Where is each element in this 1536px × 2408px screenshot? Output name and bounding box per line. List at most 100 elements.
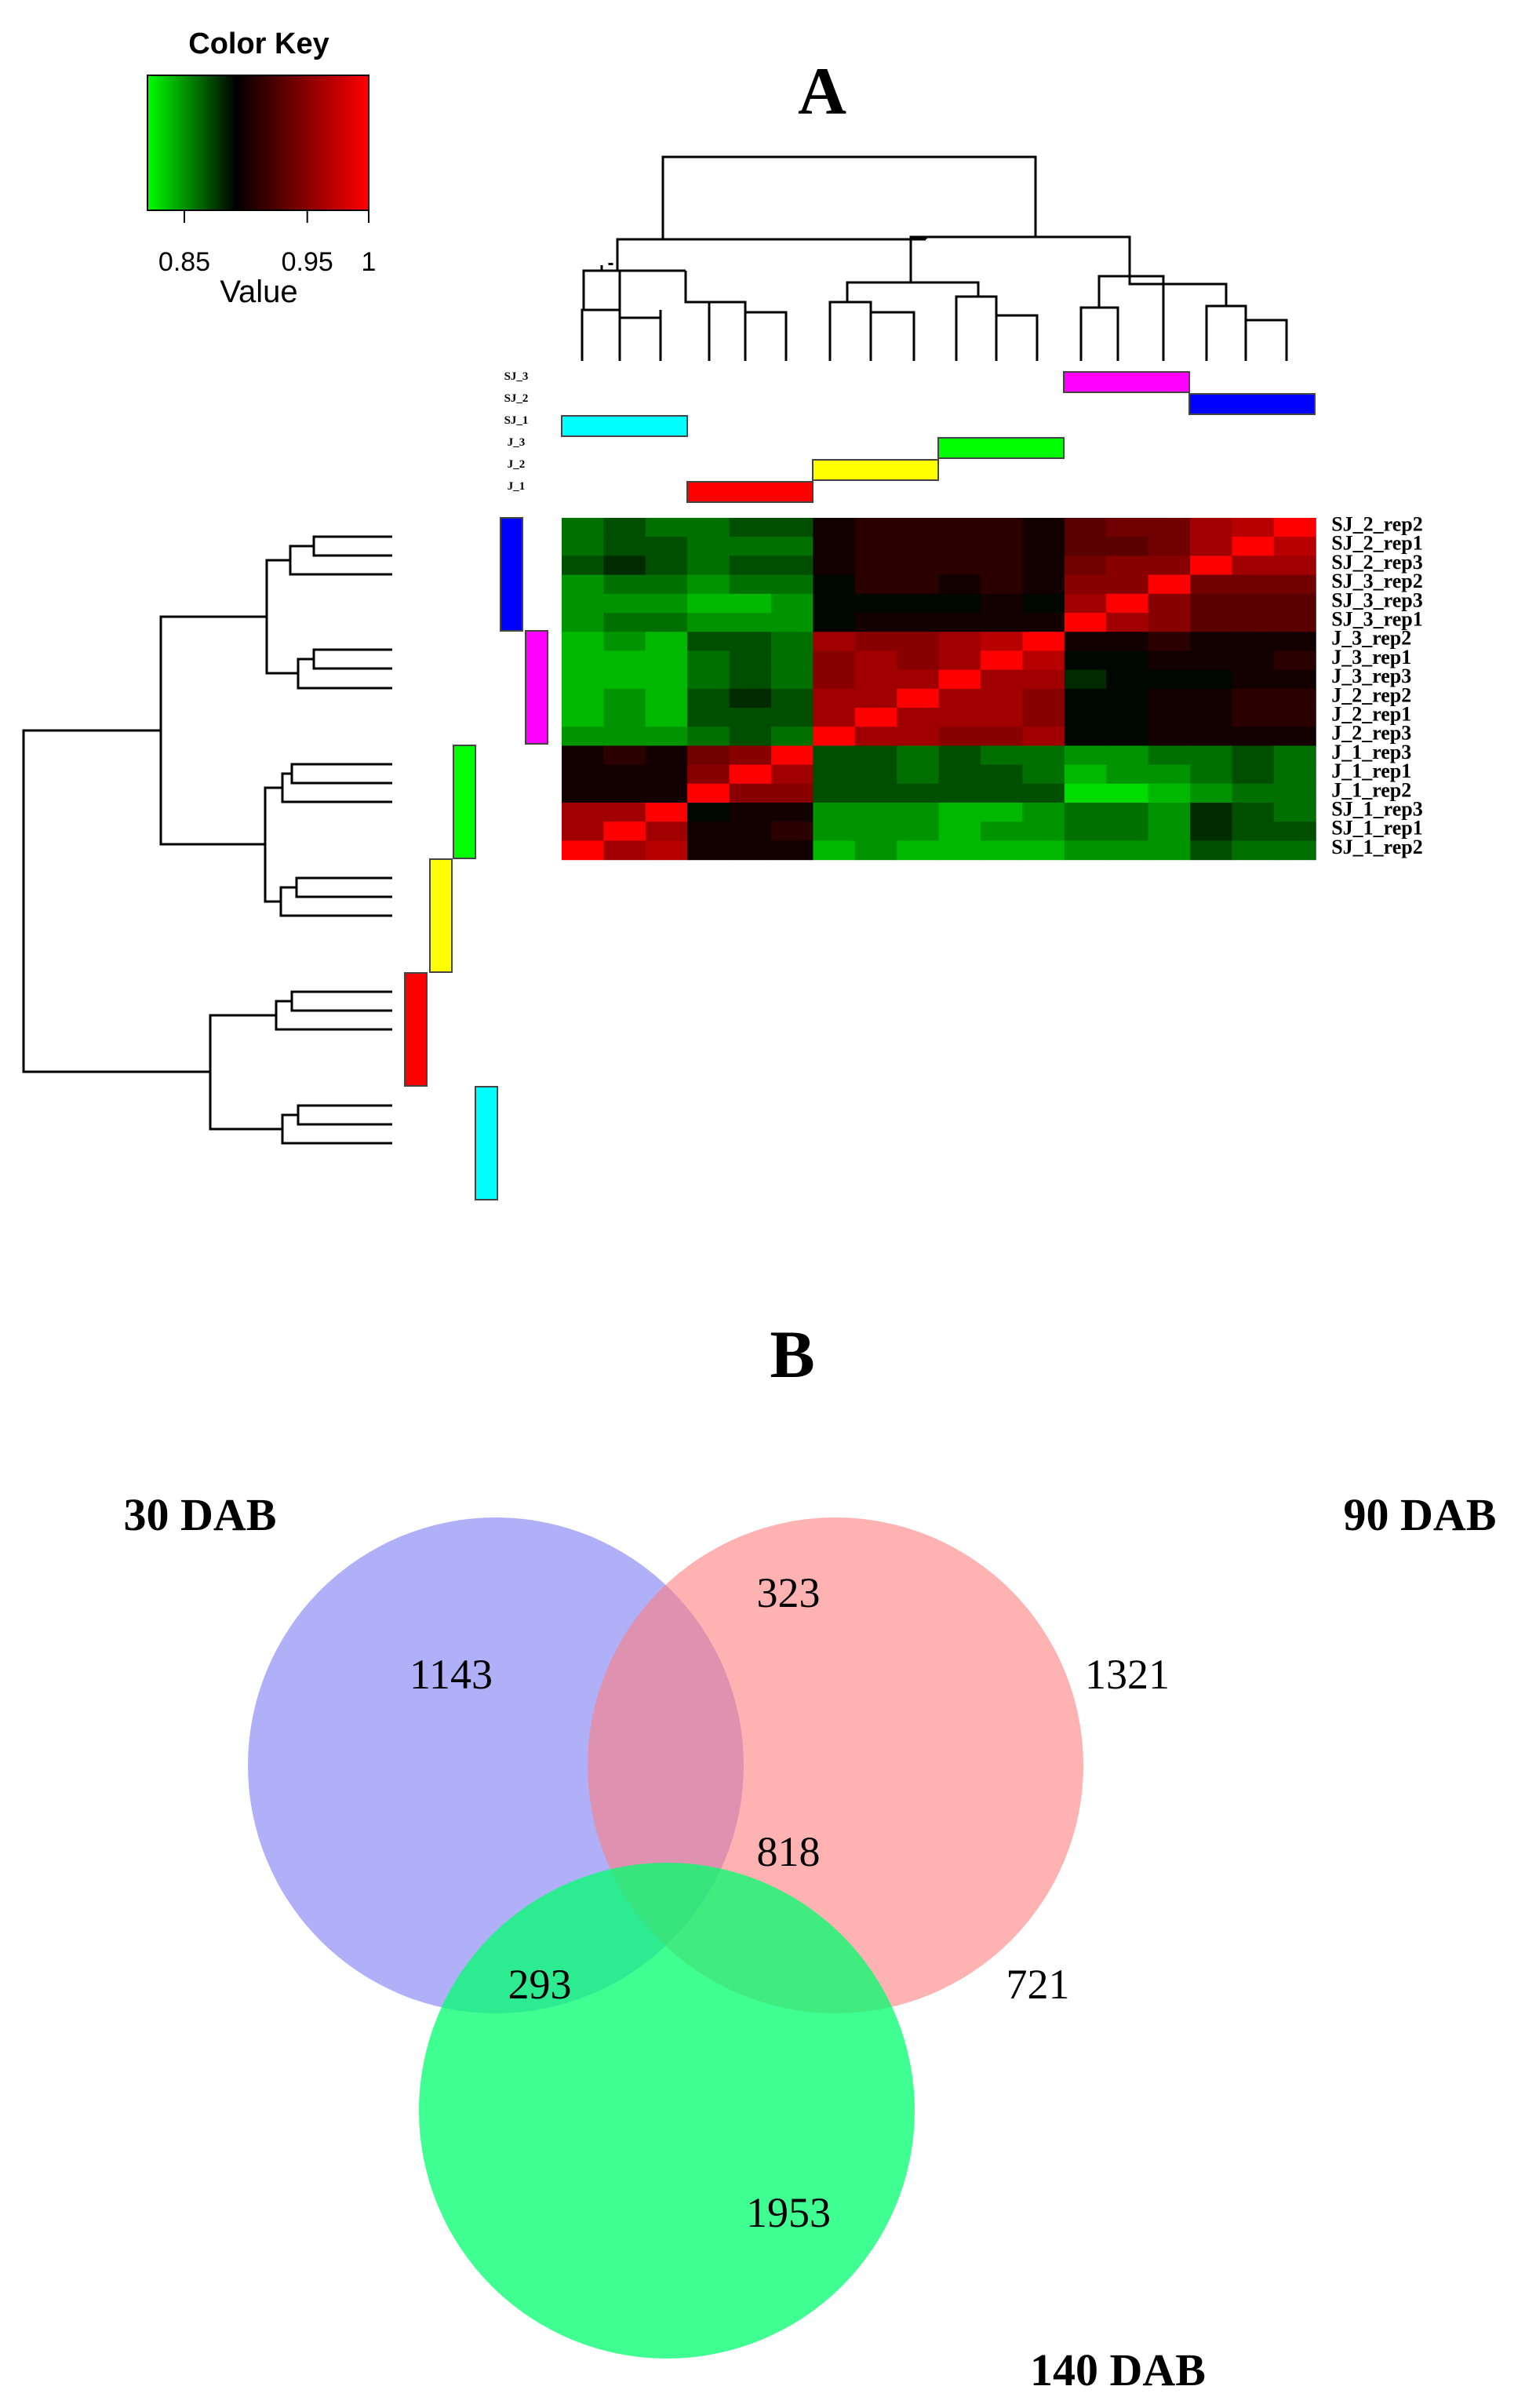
heatmap-cell xyxy=(603,783,646,803)
heatmap-cell xyxy=(771,650,813,671)
heatmap-cell xyxy=(897,518,940,537)
group-bar-sj1-top xyxy=(561,415,688,437)
set-label-30dab: 30 DAB xyxy=(124,1489,277,1540)
group-bar-sj1-left xyxy=(475,1086,498,1200)
heatmap-cell xyxy=(1273,556,1316,576)
set-label-90dab: 90 DAB xyxy=(1344,1489,1497,1540)
heatmap-cell xyxy=(1106,632,1149,651)
heatmap-cell xyxy=(813,650,856,671)
heatmap-cell xyxy=(771,727,813,746)
heatmap-cell xyxy=(1148,821,1191,841)
venn-panel: B 30 DAB 90 DAB 140 DAB 1143 1321 323 81… xyxy=(124,1317,1497,2395)
heatmap-cell xyxy=(1022,556,1065,576)
heatmap-cell xyxy=(1148,556,1191,576)
heatmap-cell xyxy=(938,764,981,785)
heatmap-cell xyxy=(981,688,1023,709)
heatmap-cell xyxy=(1190,821,1232,841)
row-group-bars xyxy=(404,517,548,1200)
row-label: SJ_1_rep3 xyxy=(1331,798,1423,821)
heatmap-cell xyxy=(813,574,856,595)
heatmap-cell xyxy=(1190,574,1232,595)
heatmap-cell xyxy=(938,556,981,576)
heatmap-cell xyxy=(813,593,856,614)
heatmap-cell xyxy=(603,727,646,746)
heatmap-cell xyxy=(1232,745,1275,766)
row-label: SJ_3_rep2 xyxy=(1331,570,1423,592)
color-key-tick-label: 1 xyxy=(362,247,377,277)
heatmap-cell xyxy=(771,669,813,690)
heatmap-cell xyxy=(897,613,940,632)
heatmap-cell xyxy=(1022,632,1065,651)
heatmap-cell xyxy=(1273,650,1316,671)
heatmap-cell xyxy=(1232,688,1275,709)
heatmap-cell xyxy=(1148,688,1191,709)
heatmap-cell xyxy=(897,669,940,690)
heatmap-cell xyxy=(562,803,604,822)
heatmap-cell xyxy=(897,840,940,861)
heatmap-cell xyxy=(645,727,688,746)
heatmap-cell xyxy=(603,650,646,671)
heatmap-cell xyxy=(1148,708,1191,727)
heatmap-cell xyxy=(854,821,897,841)
heatmap-panel: A Color Key 0.85 0.95 1 Value xyxy=(22,27,1423,1200)
heatmap-cell xyxy=(645,821,688,841)
heatmap-cell xyxy=(1106,840,1149,861)
heatmap-cell xyxy=(938,783,981,803)
heatmap-cell xyxy=(1064,764,1107,785)
heatmap-cell xyxy=(771,821,813,841)
count-only-140: 1953 xyxy=(746,2189,831,2236)
row-label: SJ_2_rep2 xyxy=(1331,513,1423,536)
heatmap-grid xyxy=(562,518,1316,861)
heatmap-cell xyxy=(1190,708,1232,727)
heatmap-cell xyxy=(981,574,1023,595)
heatmap-cell xyxy=(854,518,897,537)
heatmap-cell xyxy=(981,537,1023,556)
heatmap-cell xyxy=(771,574,813,595)
heatmap-cell xyxy=(854,803,897,822)
heatmap-cell xyxy=(938,803,981,822)
heatmap-cell xyxy=(1148,669,1191,690)
heatmap-cell xyxy=(603,821,646,841)
heatmap-cell xyxy=(603,669,646,690)
heatmap-cell xyxy=(1064,518,1107,537)
row-label: J_2_rep2 xyxy=(1331,683,1411,706)
heatmap-cell xyxy=(1232,650,1275,671)
heatmap-cell xyxy=(687,518,730,537)
heatmap-cell xyxy=(1064,727,1107,746)
heatmap-cell xyxy=(645,518,688,537)
heatmap-cell xyxy=(645,593,688,614)
heatmap-cell xyxy=(1190,764,1232,785)
heatmap-cell xyxy=(562,783,604,803)
heatmap-cell xyxy=(562,613,604,632)
heatmap-cell xyxy=(1232,764,1275,785)
heatmap-cell xyxy=(1273,574,1316,595)
color-key-label: Value xyxy=(220,275,297,309)
group-bar-j1-left xyxy=(404,972,428,1087)
heatmap-cell xyxy=(1106,537,1149,556)
heatmap-cell xyxy=(1106,593,1149,614)
heatmap-cell xyxy=(729,727,772,746)
row-label: J_1_rep2 xyxy=(1331,778,1411,801)
heatmap-cell xyxy=(813,821,856,841)
heatmap-cell xyxy=(1022,708,1065,727)
heatmap-cell xyxy=(645,613,688,632)
color-key-tick-label: 0.95 xyxy=(282,247,333,277)
color-key-tick-label: 0.85 xyxy=(158,247,210,277)
heatmap-cell xyxy=(1106,613,1149,632)
heatmap-cell xyxy=(813,727,856,746)
heatmap-cell xyxy=(729,593,772,614)
group-bar-sj2-left xyxy=(500,517,523,632)
heatmap-cell xyxy=(897,764,940,785)
heatmap-cell xyxy=(771,613,813,632)
heatmap-cell xyxy=(1064,650,1107,671)
heatmap-cell xyxy=(813,708,856,727)
heatmap-cell xyxy=(603,556,646,576)
heatmap-cell xyxy=(645,688,688,709)
heatmap-cell xyxy=(938,669,981,690)
heatmap-cell xyxy=(645,650,688,671)
heatmap-cell xyxy=(645,783,688,803)
count-90-140: 721 xyxy=(1006,1961,1070,2008)
heatmap-cell xyxy=(1022,613,1065,632)
heatmap-cell xyxy=(1106,518,1149,537)
row-label: J_1_rep1 xyxy=(1331,760,1411,782)
